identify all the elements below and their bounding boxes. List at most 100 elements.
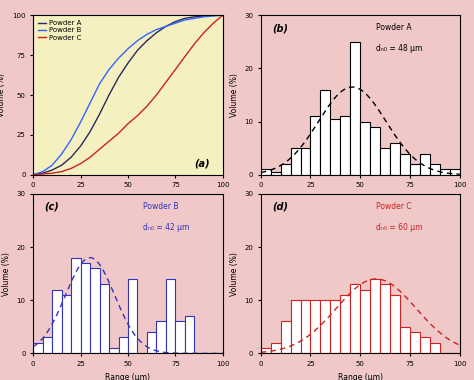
Powder A [135,48,140,52]
Bar [71,258,81,353]
Powder B [182,18,188,22]
Bar [291,300,301,353]
Text: (c): (c) [45,202,59,212]
Bar [109,348,118,353]
Powder A [59,163,64,168]
Powder B [106,67,112,72]
Legend: Powder A, Powder B, Powder C: Powder A, Powder B, Powder C [36,19,83,42]
Bar [52,290,62,353]
Bar [380,284,390,353]
Text: (b): (b) [273,23,289,33]
Bar [420,337,430,353]
Powder A [201,14,207,18]
Text: dₙ₀ = 48 μm: dₙ₀ = 48 μm [376,44,422,53]
Bar [156,321,166,353]
Bar [340,116,350,175]
Bar [301,148,310,175]
Bar [360,290,370,353]
X-axis label: Mean diameter (μm): Mean diameter (μm) [89,194,167,203]
Bar [281,164,291,175]
Powder C [116,131,121,136]
Bar [281,321,291,353]
Bar [261,348,271,353]
Powder A [40,171,46,176]
Powder B [220,13,226,17]
Powder B [201,14,207,19]
Bar [350,284,360,353]
Powder C [154,93,159,97]
X-axis label: Range (μm): Range (μm) [338,194,383,203]
Powder A [182,16,188,21]
Powder B [173,21,178,25]
Bar [400,154,410,175]
Bar [310,300,320,353]
Bar [330,119,340,175]
Powder A [30,173,36,177]
Powder C [30,173,36,177]
Bar [440,169,450,175]
Bar [320,300,330,353]
Powder C [144,104,150,108]
Powder A [220,13,226,17]
Y-axis label: Volume (%): Volume (%) [229,73,238,117]
Bar [43,337,52,353]
Powder B [59,152,64,156]
Bar [291,148,301,175]
Powder B [30,173,36,177]
Bar [271,343,281,353]
Powder C [106,139,112,144]
Bar [320,90,330,175]
Powder C [201,30,207,35]
Powder C [40,172,46,176]
Bar [450,169,460,175]
Text: Powder A: Powder A [376,23,412,32]
Bar [370,279,380,353]
Powder B [154,27,159,32]
Line: Powder C: Powder C [33,15,223,175]
Powder B [116,56,121,60]
Powder B [40,169,46,174]
Powder B [125,46,131,51]
Bar [400,327,410,353]
Text: Powder B: Powder B [143,202,179,211]
Powder A [163,24,169,28]
Bar [147,332,156,353]
Powder A [116,75,121,80]
Powder B [97,82,102,86]
Text: (a): (a) [194,159,210,169]
Powder C [220,13,226,17]
Bar [390,143,400,175]
Powder C [182,54,188,59]
Bar [90,268,100,353]
Y-axis label: Volume (%): Volume (%) [229,252,238,296]
Bar [370,127,380,175]
Powder A [144,38,150,43]
Bar [261,169,271,175]
Powder A [87,130,93,134]
Bar [430,343,440,353]
Bar [360,122,370,175]
Powder C [97,147,102,152]
Bar [350,42,360,175]
Bar [310,116,320,175]
Powder A [154,30,159,35]
Powder C [68,166,74,171]
X-axis label: Range (μm): Range (μm) [338,373,383,380]
Bar [390,295,400,353]
Powder C [49,171,55,176]
Text: dₙ₀ = 60 μm: dₙ₀ = 60 μm [376,223,423,231]
Bar [430,164,440,175]
Bar [81,263,90,353]
Powder A [210,13,216,17]
Bar [185,316,194,353]
X-axis label: Range (μm): Range (μm) [106,373,150,380]
Powder B [144,32,150,36]
Powder B [78,120,83,124]
Bar [62,295,71,353]
Powder C [191,42,197,46]
Powder B [191,16,197,21]
Powder A [173,19,178,24]
Bar [340,295,350,353]
Bar [118,337,128,353]
Powder B [49,163,55,168]
